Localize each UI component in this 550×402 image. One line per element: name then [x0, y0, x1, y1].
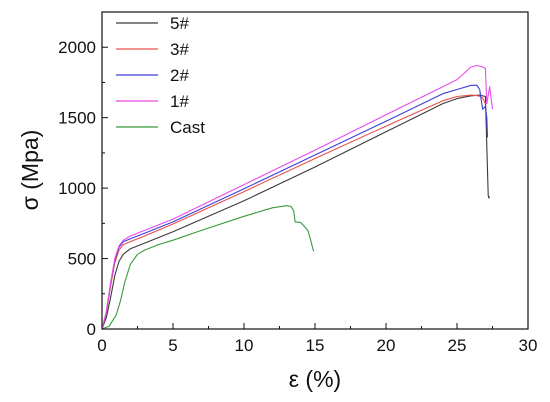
series-layer	[101, 64, 494, 330]
x-tick-label: 30	[519, 336, 538, 355]
y-tick-label: 1500	[58, 109, 96, 128]
x-tick-label: 5	[168, 336, 177, 355]
series-line-1	[101, 64, 494, 330]
y-tick-label: 0	[87, 320, 96, 339]
legend-label-2: 2#	[170, 66, 189, 85]
series-line-cast	[101, 205, 315, 330]
legend-label-cast: Cast	[170, 118, 205, 137]
x-axis-title: ε (%)	[289, 366, 341, 392]
y-tick-label: 1000	[58, 179, 96, 198]
series-line-2	[101, 84, 489, 330]
x-tick-label: 10	[235, 336, 254, 355]
tick-layer: 0 5 10 15 20 25 30 0 500 1000 1500 2000	[58, 38, 537, 355]
y-tick-label: 500	[68, 250, 96, 269]
y-axis-title: σ (Mpa)	[17, 130, 43, 211]
series-line-5	[101, 94, 491, 330]
plot-frame	[101, 11, 529, 330]
y-tick-label: 2000	[58, 38, 96, 57]
legend-label-1: 1#	[170, 92, 189, 111]
legend-label-3: 3#	[170, 40, 189, 59]
x-tick-label: 25	[448, 336, 467, 355]
x-tick-label: 0	[97, 336, 106, 355]
x-tick-label: 15	[306, 336, 325, 355]
legend-label-5: 5#	[170, 14, 189, 33]
x-tick-label: 20	[377, 336, 396, 355]
legend: 5# 3# 2# 1# Cast	[116, 14, 205, 137]
